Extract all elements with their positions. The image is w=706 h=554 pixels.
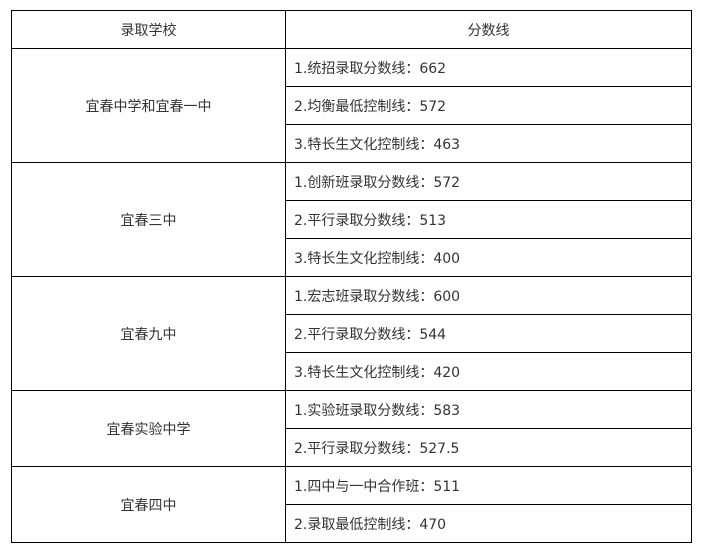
table-row: 宜春九中 1.宏志班录取分数线：600 [11, 276, 692, 391]
table-row: 宜春中学和宜春一中 1.统招录取分数线：662 [11, 48, 692, 163]
score-line: 2.均衡最低控制线：572 [285, 86, 692, 125]
school-name: 宜春三中 [11, 162, 286, 277]
school-name: 宜春四中 [11, 466, 286, 543]
score-line: 2.平行录取分数线：513 [285, 200, 692, 239]
table-row: 3.特长生文化控制线：463 [12, 124, 692, 163]
school-name: 宜春实验中学 [11, 390, 286, 467]
score-line: 3.特长生文化控制线：463 [285, 124, 692, 163]
score-line: 2.录取最低控制线：470 [285, 504, 692, 543]
table-row: 2.平行录取分数线：544 [12, 314, 692, 353]
table-row: 3.特长生文化控制线：400 [12, 238, 692, 277]
table-row: 2.均衡最低控制线：572 [12, 86, 692, 125]
score-line: 1.四中与一中合作班：511 [285, 466, 692, 505]
table-row: 宜春三中 1.创新班录取分数线：572 [11, 162, 692, 277]
school-name: 宜春中学和宜春一中 [11, 48, 286, 163]
table-row: 3.特长生文化控制线：420 [12, 352, 692, 391]
table-row: 2.录取最低控制线：470 [12, 504, 692, 543]
school-name: 宜春九中 [11, 276, 286, 391]
admission-score-table: 录取学校 分数线 宜春中学和宜春一中 1.统招录取分数线：662 2.均衡最低控制线… [11, 10, 692, 543]
score-line: 1.宏志班录取分数线：600 [285, 276, 692, 315]
score-line: 1.统招录取分数线：662 [285, 48, 692, 87]
table-row: 2.平行录取分数线：527.5 [12, 428, 692, 467]
score-line: 3.特长生文化控制线：420 [285, 352, 692, 391]
table-row: 宜春四中 1.四中与一中合作班：511 [11, 466, 692, 543]
score-line: 1.实验班录取分数线：583 [285, 390, 692, 429]
header-row: 录取学校 分数线 [11, 10, 692, 49]
table-row: 宜春实验中学 1.实验班录取分数线：583 [11, 390, 692, 467]
score-line: 3.特长生文化控制线：400 [285, 238, 692, 277]
header-score: 分数线 [285, 10, 692, 49]
score-line: 2.平行录取分数线：544 [285, 314, 692, 353]
score-line: 2.平行录取分数线：527.5 [285, 428, 692, 467]
header-school: 录取学校 [11, 10, 286, 49]
score-line: 1.创新班录取分数线：572 [285, 162, 692, 201]
